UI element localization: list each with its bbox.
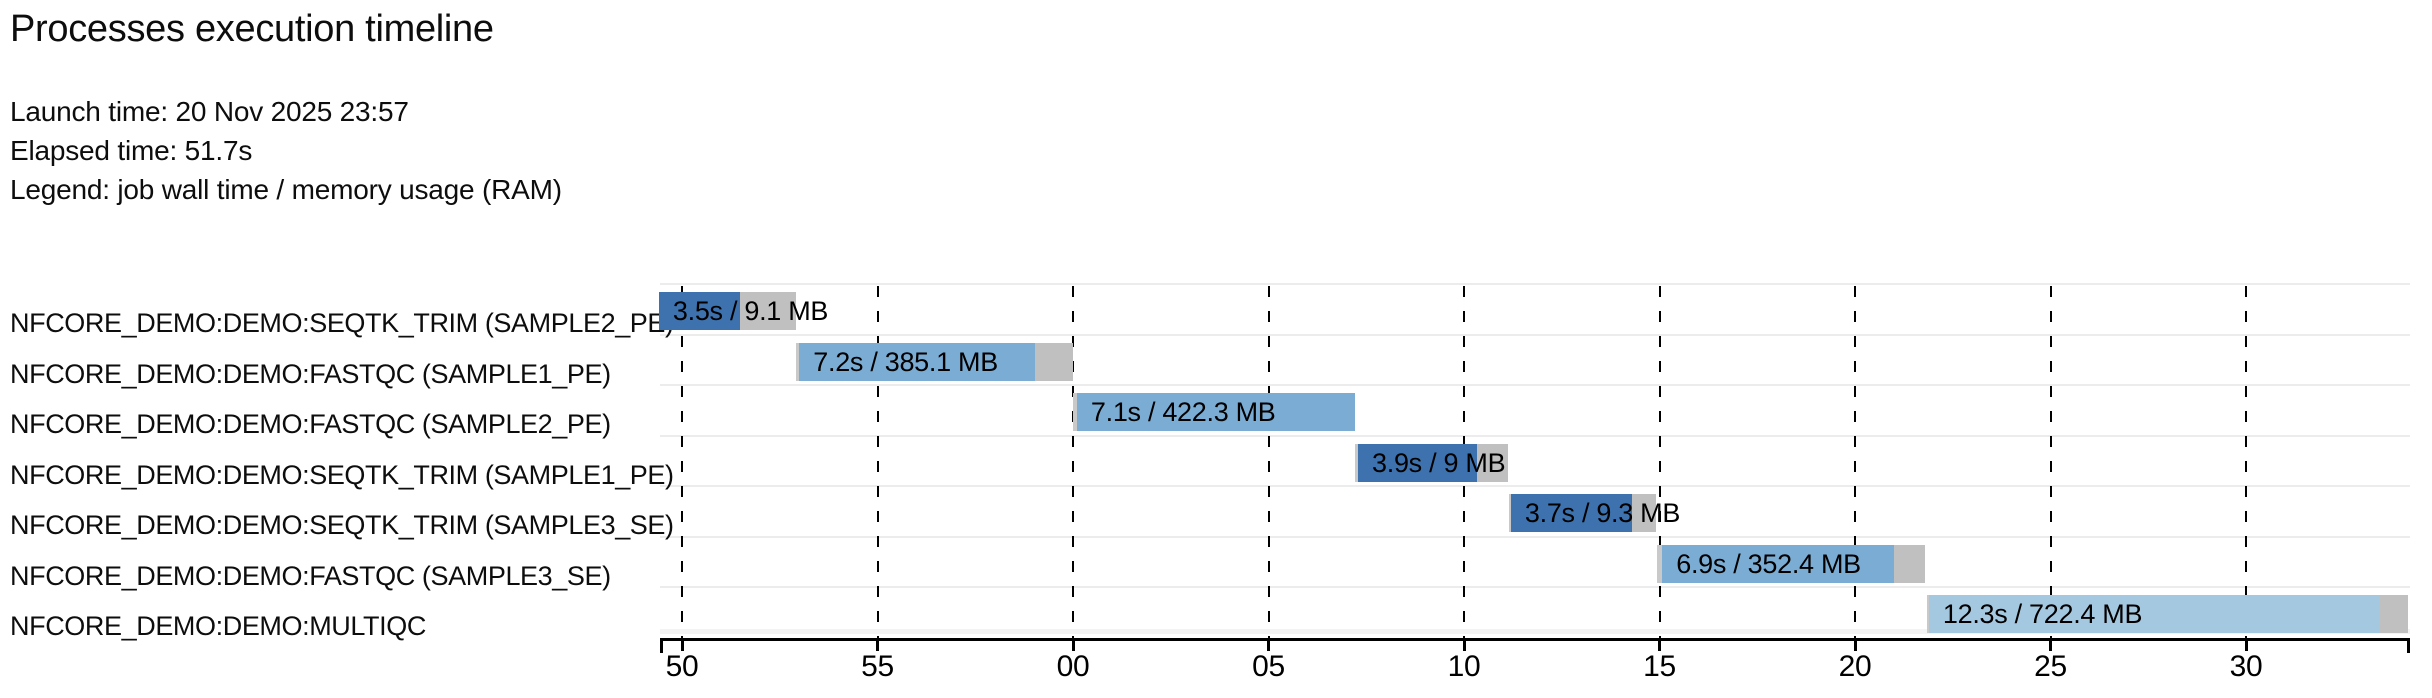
x-axis-tick-label: 50 xyxy=(665,650,699,683)
bar-tail-segment xyxy=(1476,443,1508,482)
row-separator xyxy=(660,434,2410,437)
time-gridline xyxy=(681,286,683,638)
elapsed-time-text: Elapsed time: 51.7s xyxy=(10,135,253,166)
bar-label: 3.9s / 9 MB xyxy=(1372,447,1506,478)
row-separator xyxy=(660,384,2410,387)
bar-pre-segment xyxy=(796,342,800,381)
bar-label: 3.7s / 9.3 MB xyxy=(1524,498,1681,529)
axis-baseline-band xyxy=(660,629,2410,634)
process-label: NFCORE_DEMO:DEMO:MULTIQC xyxy=(10,611,426,642)
bar-run-segment xyxy=(1358,443,1477,482)
x-axis-tick xyxy=(2049,638,2052,651)
x-axis-tick-label: 55 xyxy=(861,650,894,683)
bar-pre-segment xyxy=(1657,544,1663,583)
legend-text: Legend: job wall time / memory usage (RA… xyxy=(10,174,562,205)
x-axis-tick-label: 25 xyxy=(2034,650,2067,683)
row-separator xyxy=(660,333,2410,336)
process-label: NFCORE_DEMO:DEMO:FASTQC (SAMPLE3_SE) xyxy=(10,560,611,591)
process-label: NFCORE_DEMO:DEMO:SEQTK_TRIM (SAMPLE3_SE) xyxy=(10,510,674,541)
bar-run-segment xyxy=(1076,393,1355,432)
bar-run-segment xyxy=(1510,494,1632,533)
report-meta: Launch time: 20 Nov 2025 23:57 Elapsed t… xyxy=(10,92,562,209)
x-axis-tick xyxy=(1462,638,1466,651)
x-axis-tick-label: 05 xyxy=(1252,650,1285,683)
row-separator xyxy=(660,586,2410,589)
x-axis-endcap xyxy=(660,638,663,653)
bar-pre-segment xyxy=(1354,443,1359,482)
x-axis-tick xyxy=(1071,638,1075,651)
x-axis-tick xyxy=(680,638,684,651)
bar-pre-segment xyxy=(1926,595,1929,634)
x-axis-tick xyxy=(1658,638,1661,651)
x-axis-tick xyxy=(2244,638,2248,651)
time-gridline xyxy=(1072,286,1074,638)
bar-run-segment xyxy=(1662,544,1895,583)
launch-time-text: Launch time: 20 Nov 2025 23:57 xyxy=(10,96,409,127)
bar-run-segment xyxy=(799,342,1036,381)
x-axis-tick-label: 10 xyxy=(1447,650,1481,683)
bar-run-segment xyxy=(658,292,740,330)
bar-tail-segment xyxy=(1035,342,1074,381)
x-axis-tick-label: 15 xyxy=(1643,650,1676,683)
bar-label: 3.5s / 9.1 MB xyxy=(672,296,829,326)
time-gridline xyxy=(2049,286,2052,638)
x-axis-tick-label: 30 xyxy=(2229,650,2263,683)
time-gridline xyxy=(876,286,879,638)
bar-pre-segment xyxy=(1073,393,1077,432)
x-axis-tick xyxy=(1853,638,1857,651)
x-axis-line xyxy=(660,638,2410,641)
row-separator xyxy=(660,485,2410,488)
process-label: NFCORE_DEMO:DEMO:SEQTK_TRIM (SAMPLE2_PE) xyxy=(10,308,674,338)
x-axis-tick-label: 20 xyxy=(1838,650,1872,683)
x-axis-tick-label: 00 xyxy=(1056,650,1090,683)
x-axis-tick xyxy=(1267,638,1270,651)
bar-label: 6.9s / 352.4 MB xyxy=(1676,548,1861,579)
row-separator xyxy=(660,283,2410,285)
process-label: NFCORE_DEMO:DEMO:FASTQC (SAMPLE2_PE) xyxy=(10,409,611,440)
page-title: Processes execution timeline xyxy=(10,8,494,50)
bar-label: 7.2s / 385.1 MB xyxy=(813,346,998,377)
row-separator xyxy=(660,535,2410,538)
time-gridline xyxy=(1854,286,1856,638)
time-gridline xyxy=(1658,286,1661,638)
bar-pre-segment xyxy=(1508,494,1511,533)
process-label: NFCORE_DEMO:DEMO:SEQTK_TRIM (SAMPLE1_PE) xyxy=(10,459,674,490)
bar-label: 12.3s / 722.4 MB xyxy=(1942,599,2143,630)
x-axis-endcap xyxy=(2407,638,2410,653)
process-label: NFCORE_DEMO:DEMO:FASTQC (SAMPLE1_PE) xyxy=(10,358,611,389)
bar-tail-segment xyxy=(1631,494,1656,533)
time-gridline xyxy=(2245,286,2247,638)
bar-label: 7.1s / 422.3 MB xyxy=(1090,397,1276,428)
bar-tail-segment xyxy=(739,292,796,330)
bar-tail-segment xyxy=(2378,595,2408,634)
x-axis-tick xyxy=(876,638,879,651)
bar-run-segment xyxy=(1928,595,2379,634)
bar-tail-segment xyxy=(1894,544,1925,583)
time-gridline xyxy=(1267,286,1270,638)
